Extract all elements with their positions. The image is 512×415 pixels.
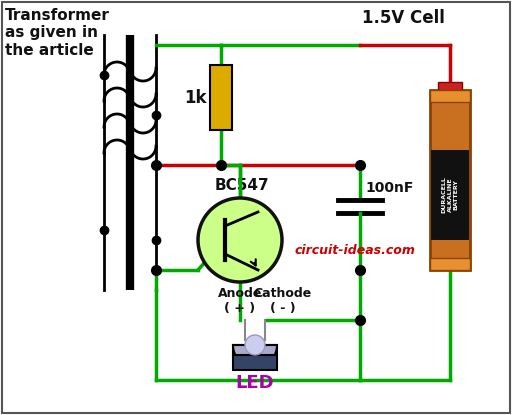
Bar <box>430 90 470 270</box>
Text: DURACELL
ALKALINE
BATTERY: DURACELL ALKALINE BATTERY <box>442 176 458 213</box>
Text: BC547: BC547 <box>215 178 270 193</box>
Circle shape <box>245 335 265 355</box>
Text: LED: LED <box>236 374 274 392</box>
Bar <box>210 65 232 130</box>
Circle shape <box>198 198 282 282</box>
Text: Anode
( + ): Anode ( + ) <box>218 287 262 315</box>
Text: Cathode
( - ): Cathode ( - ) <box>254 287 312 315</box>
Text: 100nF: 100nF <box>365 181 413 195</box>
Bar <box>233 345 277 355</box>
Bar <box>430 258 470 270</box>
Text: circuit-ideas.com: circuit-ideas.com <box>295 244 416 256</box>
Text: 1.5V Cell: 1.5V Cell <box>362 9 445 27</box>
Bar <box>431 150 469 240</box>
Text: Transformer
as given in
the article: Transformer as given in the article <box>5 8 110 58</box>
Bar <box>438 82 462 92</box>
Polygon shape <box>233 345 277 367</box>
Bar <box>430 90 470 102</box>
Text: 1k: 1k <box>184 88 207 107</box>
Bar <box>233 355 277 370</box>
